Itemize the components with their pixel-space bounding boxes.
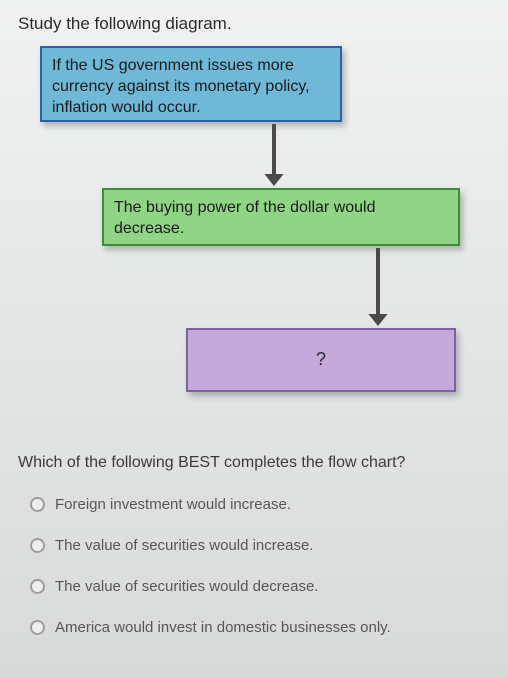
flow-box-1-text: If the US government issues more currenc… — [52, 57, 310, 116]
quiz-container: Study the following diagram. If the US g… — [0, 0, 508, 678]
instruction-text: Study the following diagram. — [18, 14, 490, 34]
flow-box-2: The buying power of the dollar would dec… — [102, 188, 460, 246]
question-text: Which of the following BEST completes th… — [18, 454, 490, 472]
option-3-label: The value of securities would decrease. — [55, 578, 318, 595]
option-4[interactable]: America would invest in domestic busines… — [30, 619, 490, 636]
option-2[interactable]: The value of securities would increase. — [30, 537, 490, 554]
option-1-label: Foreign investment would increase. — [55, 496, 291, 513]
radio-icon[interactable] — [30, 497, 45, 512]
flow-arrow-2 — [366, 248, 390, 326]
radio-icon[interactable] — [30, 620, 45, 635]
radio-icon[interactable] — [30, 538, 45, 553]
option-3[interactable]: The value of securities would decrease. — [30, 578, 490, 595]
option-1[interactable]: Foreign investment would increase. — [30, 496, 490, 513]
answer-options: Foreign investment would increase. The v… — [18, 496, 490, 636]
radio-icon[interactable] — [30, 579, 45, 594]
flowchart: If the US government issues more currenc… — [18, 46, 490, 444]
flow-box-3-text: ? — [316, 348, 326, 371]
option-2-label: The value of securities would increase. — [55, 537, 313, 554]
flow-box-3: ? — [186, 328, 456, 392]
flow-arrow-1 — [262, 124, 286, 186]
option-4-label: America would invest in domestic busines… — [55, 619, 391, 636]
flow-box-1: If the US government issues more currenc… — [40, 46, 342, 122]
flow-box-2-text: The buying power of the dollar would dec… — [114, 199, 376, 237]
